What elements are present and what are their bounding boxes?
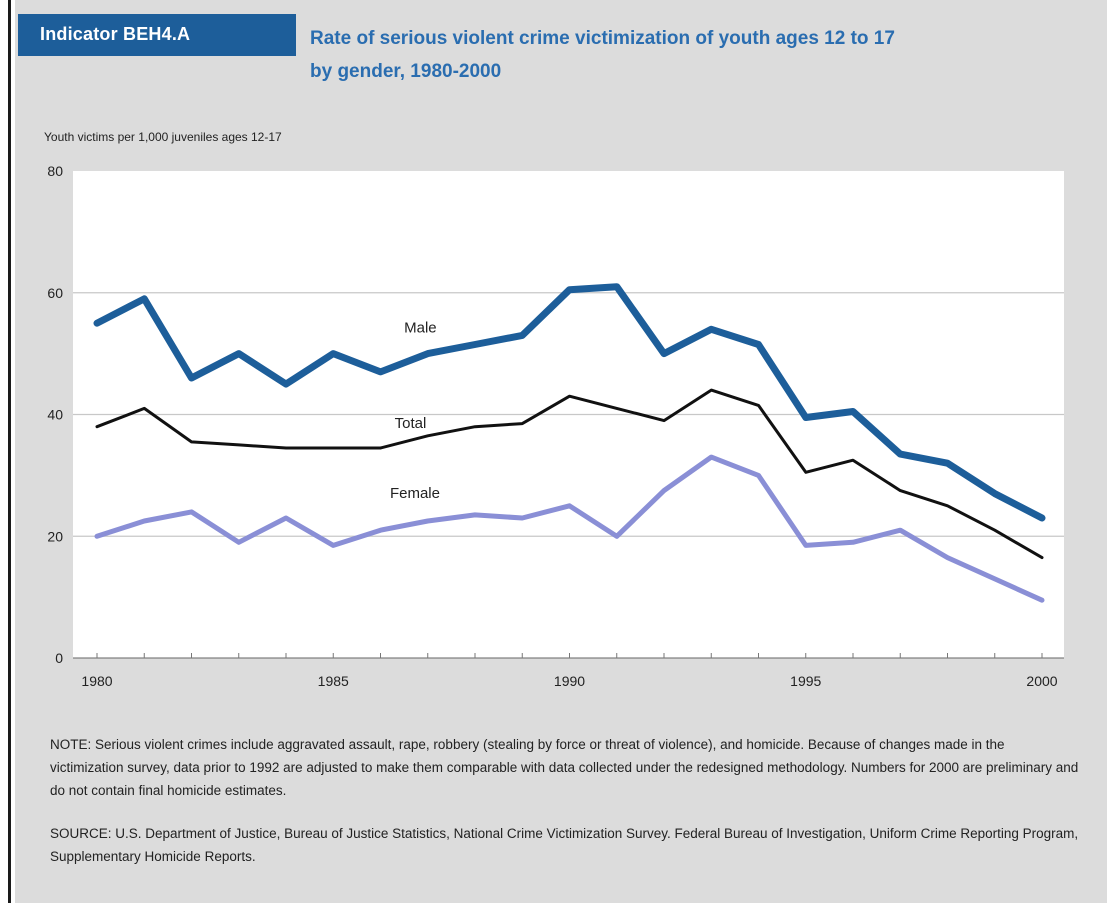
- y-tick-label: 60: [47, 285, 63, 301]
- x-tick-label: 1985: [318, 673, 349, 689]
- series-line-total: [95, 388, 1044, 560]
- series-label-male: Male: [404, 319, 437, 336]
- series-line-female: [94, 454, 1045, 603]
- chart-note: NOTE: Serious violent crimes include agg…: [50, 737, 1079, 798]
- y-axis-label: Youth victims per 1,000 juveniles ages 1…: [44, 130, 282, 144]
- y-tick-label: 40: [47, 407, 63, 423]
- chart-source: SOURCE: U.S. Department of Justice, Bure…: [50, 826, 1079, 864]
- x-tick-label: 2000: [1026, 673, 1057, 689]
- indicator-badge: Indicator BEH4.A: [18, 14, 296, 56]
- left-border-rule: [8, 0, 11, 903]
- chart-title-line-1: Rate of serious violent crime victimizat…: [310, 28, 895, 49]
- x-tick-label: 1990: [554, 673, 585, 689]
- y-tick-label: 0: [55, 650, 63, 666]
- y-tick-label: 80: [47, 163, 63, 179]
- x-tick-label: 1995: [790, 673, 821, 689]
- series-label-female: Female: [390, 485, 440, 502]
- y-tick-label: 20: [47, 528, 63, 544]
- series-line-male: [93, 283, 1046, 522]
- series-label-total: Total: [395, 415, 427, 432]
- indicator-label: Indicator BEH4.A: [40, 24, 191, 44]
- chart-title-line-2: by gender, 1980-2000: [310, 61, 502, 82]
- line-chart: 0 20 40 60 80 1980 1985 1990 1995 2000 Male Total F…: [47, 163, 1064, 689]
- x-tick-label: 1980: [81, 673, 112, 689]
- chart-title: Rate of serious violent crime victimizat…: [310, 22, 1010, 88]
